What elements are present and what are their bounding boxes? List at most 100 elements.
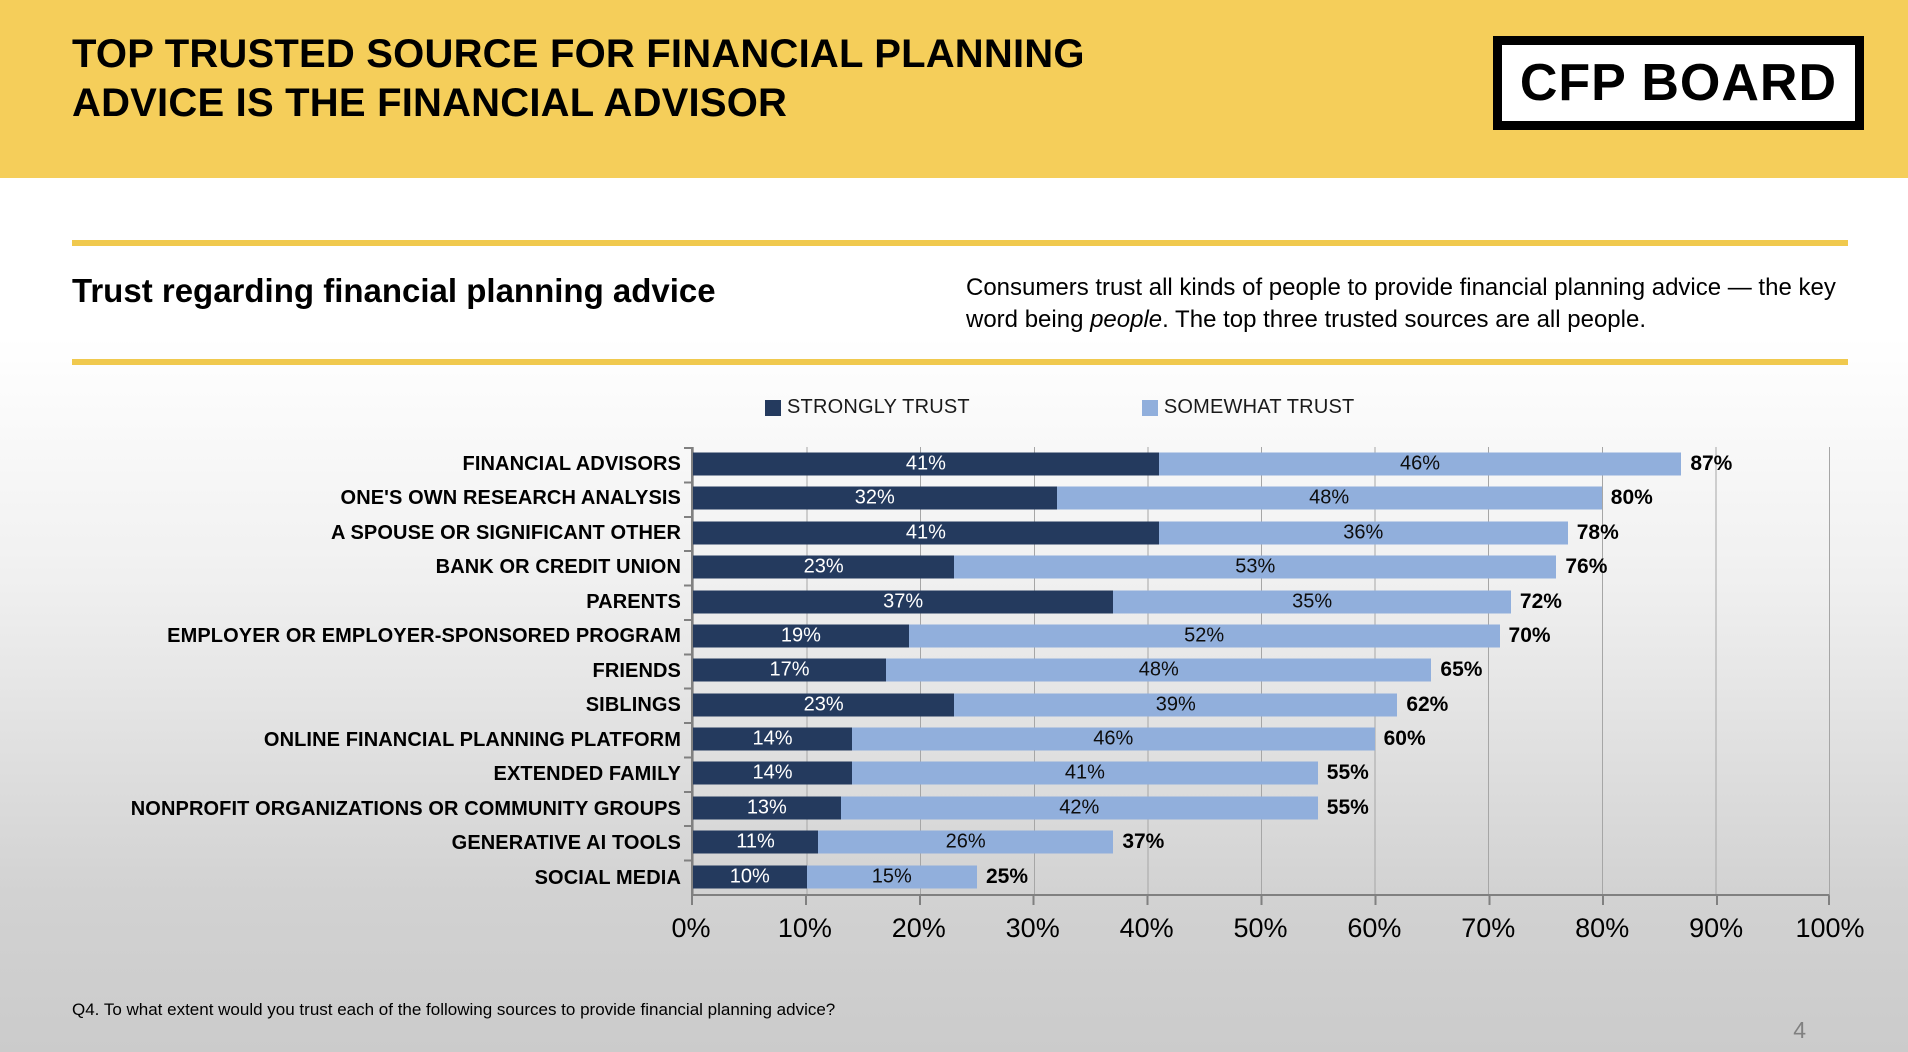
bar-row: 11% 26% 37% xyxy=(693,825,1829,859)
survey-question-footnote: Q4. To what extent would you trust each … xyxy=(72,1000,836,1019)
total-value-label: 70% xyxy=(1508,623,1551,647)
category-label: FINANCIAL ADVISORS xyxy=(462,452,681,475)
strongly-trust-bar-segment: 14% xyxy=(693,761,853,785)
description-part1: Consumers trust all kinds of people to p… xyxy=(966,274,1836,334)
somewhat-trust-bar-segment: 48% xyxy=(1056,486,1602,510)
somewhat-trust-value-label: 15% xyxy=(871,865,912,888)
x-axis-ticks xyxy=(691,895,1830,905)
somewhat-trust-bar-segment: 41% xyxy=(852,761,1318,785)
section-intro: Trust regarding financial planning advic… xyxy=(72,272,1838,337)
category-label: NONPROFIT ORGANIZATIONS OR COMMUNITY GRO… xyxy=(130,797,681,820)
bar-row: 17% 48% 65% xyxy=(693,653,1829,687)
slide-header: TOP TRUSTED SOURCE FOR FINANCIAL PLANNIN… xyxy=(0,0,1908,178)
category-label: ONLINE FINANCIAL PLANNING PLATFORM xyxy=(263,728,681,751)
somewhat-trust-bar-segment: 39% xyxy=(954,693,1398,717)
somewhat-trust-value-label: 26% xyxy=(945,830,986,853)
x-tick-label: 30% xyxy=(1005,912,1060,943)
strongly-trust-value-label: 14% xyxy=(752,727,793,750)
somewhat-trust-bar-segment: 15% xyxy=(806,865,977,889)
somewhat-trust-bar-segment: 26% xyxy=(817,830,1114,854)
legend-item-strongly-trust: STRONGLY TRUST xyxy=(765,396,970,419)
somewhat-trust-value-label: 48% xyxy=(1138,658,1179,681)
somewhat-trust-value-label: 46% xyxy=(1093,727,1134,750)
description-italic-word: people xyxy=(1090,306,1163,334)
strongly-trust-value-label: 23% xyxy=(803,555,844,578)
total-value-label: 65% xyxy=(1440,658,1483,682)
somewhat-trust-value-label: 41% xyxy=(1064,761,1105,784)
total-value-label: 76% xyxy=(1565,555,1608,579)
x-tick-label: 100% xyxy=(1795,912,1865,943)
slide-title-line2: ADVICE IS THE FINANCIAL ADVISOR xyxy=(72,80,788,125)
strongly-trust-value-label: 17% xyxy=(769,658,810,681)
strongly-trust-bar-segment: 32% xyxy=(693,486,1057,510)
category-labels-column: FINANCIAL ADVISORS ONE'S OWN RESEARCH ANA… xyxy=(72,447,691,896)
page-number: 4 xyxy=(1793,1017,1806,1043)
strongly-trust-value-label: 11% xyxy=(736,830,775,853)
bar-row: 13% 42% 55% xyxy=(693,791,1829,825)
total-value-label: 87% xyxy=(1690,451,1733,475)
section-title: Trust regarding financial planning advic… xyxy=(72,272,716,309)
category-label: EXTENDED FAMILY xyxy=(493,763,681,786)
legend-label-somewhat-trust: SOMEWHAT TRUST xyxy=(1163,396,1355,419)
chart-legend: STRONGLY TRUST SOMEWHAT TRUST xyxy=(765,395,1908,421)
category-label: FRIENDS xyxy=(592,659,681,682)
section-description: Consumers trust all kinds of people to p… xyxy=(966,272,1838,337)
somewhat-trust-bar-segment: 42% xyxy=(840,796,1318,820)
category-label: A SPOUSE OR SIGNIFICANT OTHER xyxy=(331,521,681,544)
category-label: EMPLOYER OR EMPLOYER-SPONSORED PROGRAM xyxy=(167,625,681,648)
strongly-trust-bar-segment: 14% xyxy=(693,727,853,751)
bar-row: 41% 36% 78% xyxy=(693,516,1829,550)
somewhat-trust-value-label: 36% xyxy=(1343,521,1384,544)
legend-label-strongly-trust: STRONGLY TRUST xyxy=(787,396,970,419)
strongly-trust-bar-segment: 37% xyxy=(693,590,1114,614)
somewhat-trust-bar-segment: 35% xyxy=(1113,590,1511,614)
somewhat-trust-bar-segment: 53% xyxy=(954,555,1557,579)
strongly-trust-bar-segment: 13% xyxy=(693,796,841,820)
slide-title-line1: TOP TRUSTED SOURCE FOR FINANCIAL PLANNIN… xyxy=(72,32,1085,76)
total-value-label: 55% xyxy=(1326,795,1369,819)
cfp-board-logo: CFP BOARD xyxy=(1492,36,1864,130)
strongly-trust-bar-segment: 17% xyxy=(693,658,887,682)
strongly-trust-bar-segment: 10% xyxy=(693,865,807,889)
somewhat-trust-value-label: 42% xyxy=(1059,796,1100,819)
somewhat-trust-value-label: 53% xyxy=(1235,555,1276,578)
stacked-bar-chart: FINANCIAL ADVISORS ONE'S OWN RESEARCH ANA… xyxy=(72,446,1865,953)
strongly-trust-value-label: 37% xyxy=(883,590,924,613)
strongly-trust-bar-segment: 23% xyxy=(693,693,955,717)
strongly-trust-value-label: 13% xyxy=(746,796,787,819)
bar-row: 19% 52% 70% xyxy=(693,619,1829,653)
strongly-trust-bar-segment: 19% xyxy=(693,624,909,648)
category-label: PARENTS xyxy=(586,590,681,613)
plot-area: 41% 46% 87% 32% 48% 80% 41% 36% 78% 23% 53% 76% 37% 3… xyxy=(684,446,1830,896)
slide-title: TOP TRUSTED SOURCE FOR FINANCIAL PLANNIN… xyxy=(72,30,1908,128)
yellow-divider-top xyxy=(72,240,1848,246)
total-value-label: 55% xyxy=(1326,761,1369,785)
bar-row: 37% 35% 72% xyxy=(693,584,1829,618)
strongly-trust-value-label: 41% xyxy=(905,521,946,544)
total-value-label: 80% xyxy=(1610,486,1653,510)
x-tick-label: 60% xyxy=(1347,912,1402,943)
category-label: GENERATIVE AI TOOLS xyxy=(451,832,681,855)
strongly-trust-bar-segment: 41% xyxy=(693,452,1159,476)
strongly-trust-value-label: 14% xyxy=(752,761,793,784)
somewhat-trust-swatch-icon xyxy=(1141,399,1158,416)
total-value-label: 37% xyxy=(1122,830,1165,854)
somewhat-trust-bar-segment: 46% xyxy=(1158,452,1682,476)
strongly-trust-value-label: 19% xyxy=(780,624,821,647)
somewhat-trust-value-label: 35% xyxy=(1292,590,1333,613)
category-label: ONE'S OWN RESEARCH ANALYSIS xyxy=(340,487,681,510)
x-tick-label: 10% xyxy=(777,912,832,943)
somewhat-trust-value-label: 48% xyxy=(1309,486,1350,509)
bar-row: 23% 53% 76% xyxy=(693,550,1829,584)
strongly-trust-swatch-icon xyxy=(765,399,781,416)
somewhat-trust-bar-segment: 52% xyxy=(908,624,1500,648)
description-part2: . The top three trusted sources are all … xyxy=(1162,306,1646,334)
strongly-trust-bar-segment: 41% xyxy=(693,521,1159,545)
x-tick-label: 0% xyxy=(671,912,711,943)
bar-row: 23% 39% 62% xyxy=(693,688,1829,722)
category-label: SIBLINGS xyxy=(585,694,681,717)
category-label: BANK OR CREDIT UNION xyxy=(435,556,681,579)
somewhat-trust-value-label: 46% xyxy=(1400,452,1441,475)
strongly-trust-value-label: 23% xyxy=(803,693,844,716)
total-value-label: 72% xyxy=(1519,589,1562,613)
